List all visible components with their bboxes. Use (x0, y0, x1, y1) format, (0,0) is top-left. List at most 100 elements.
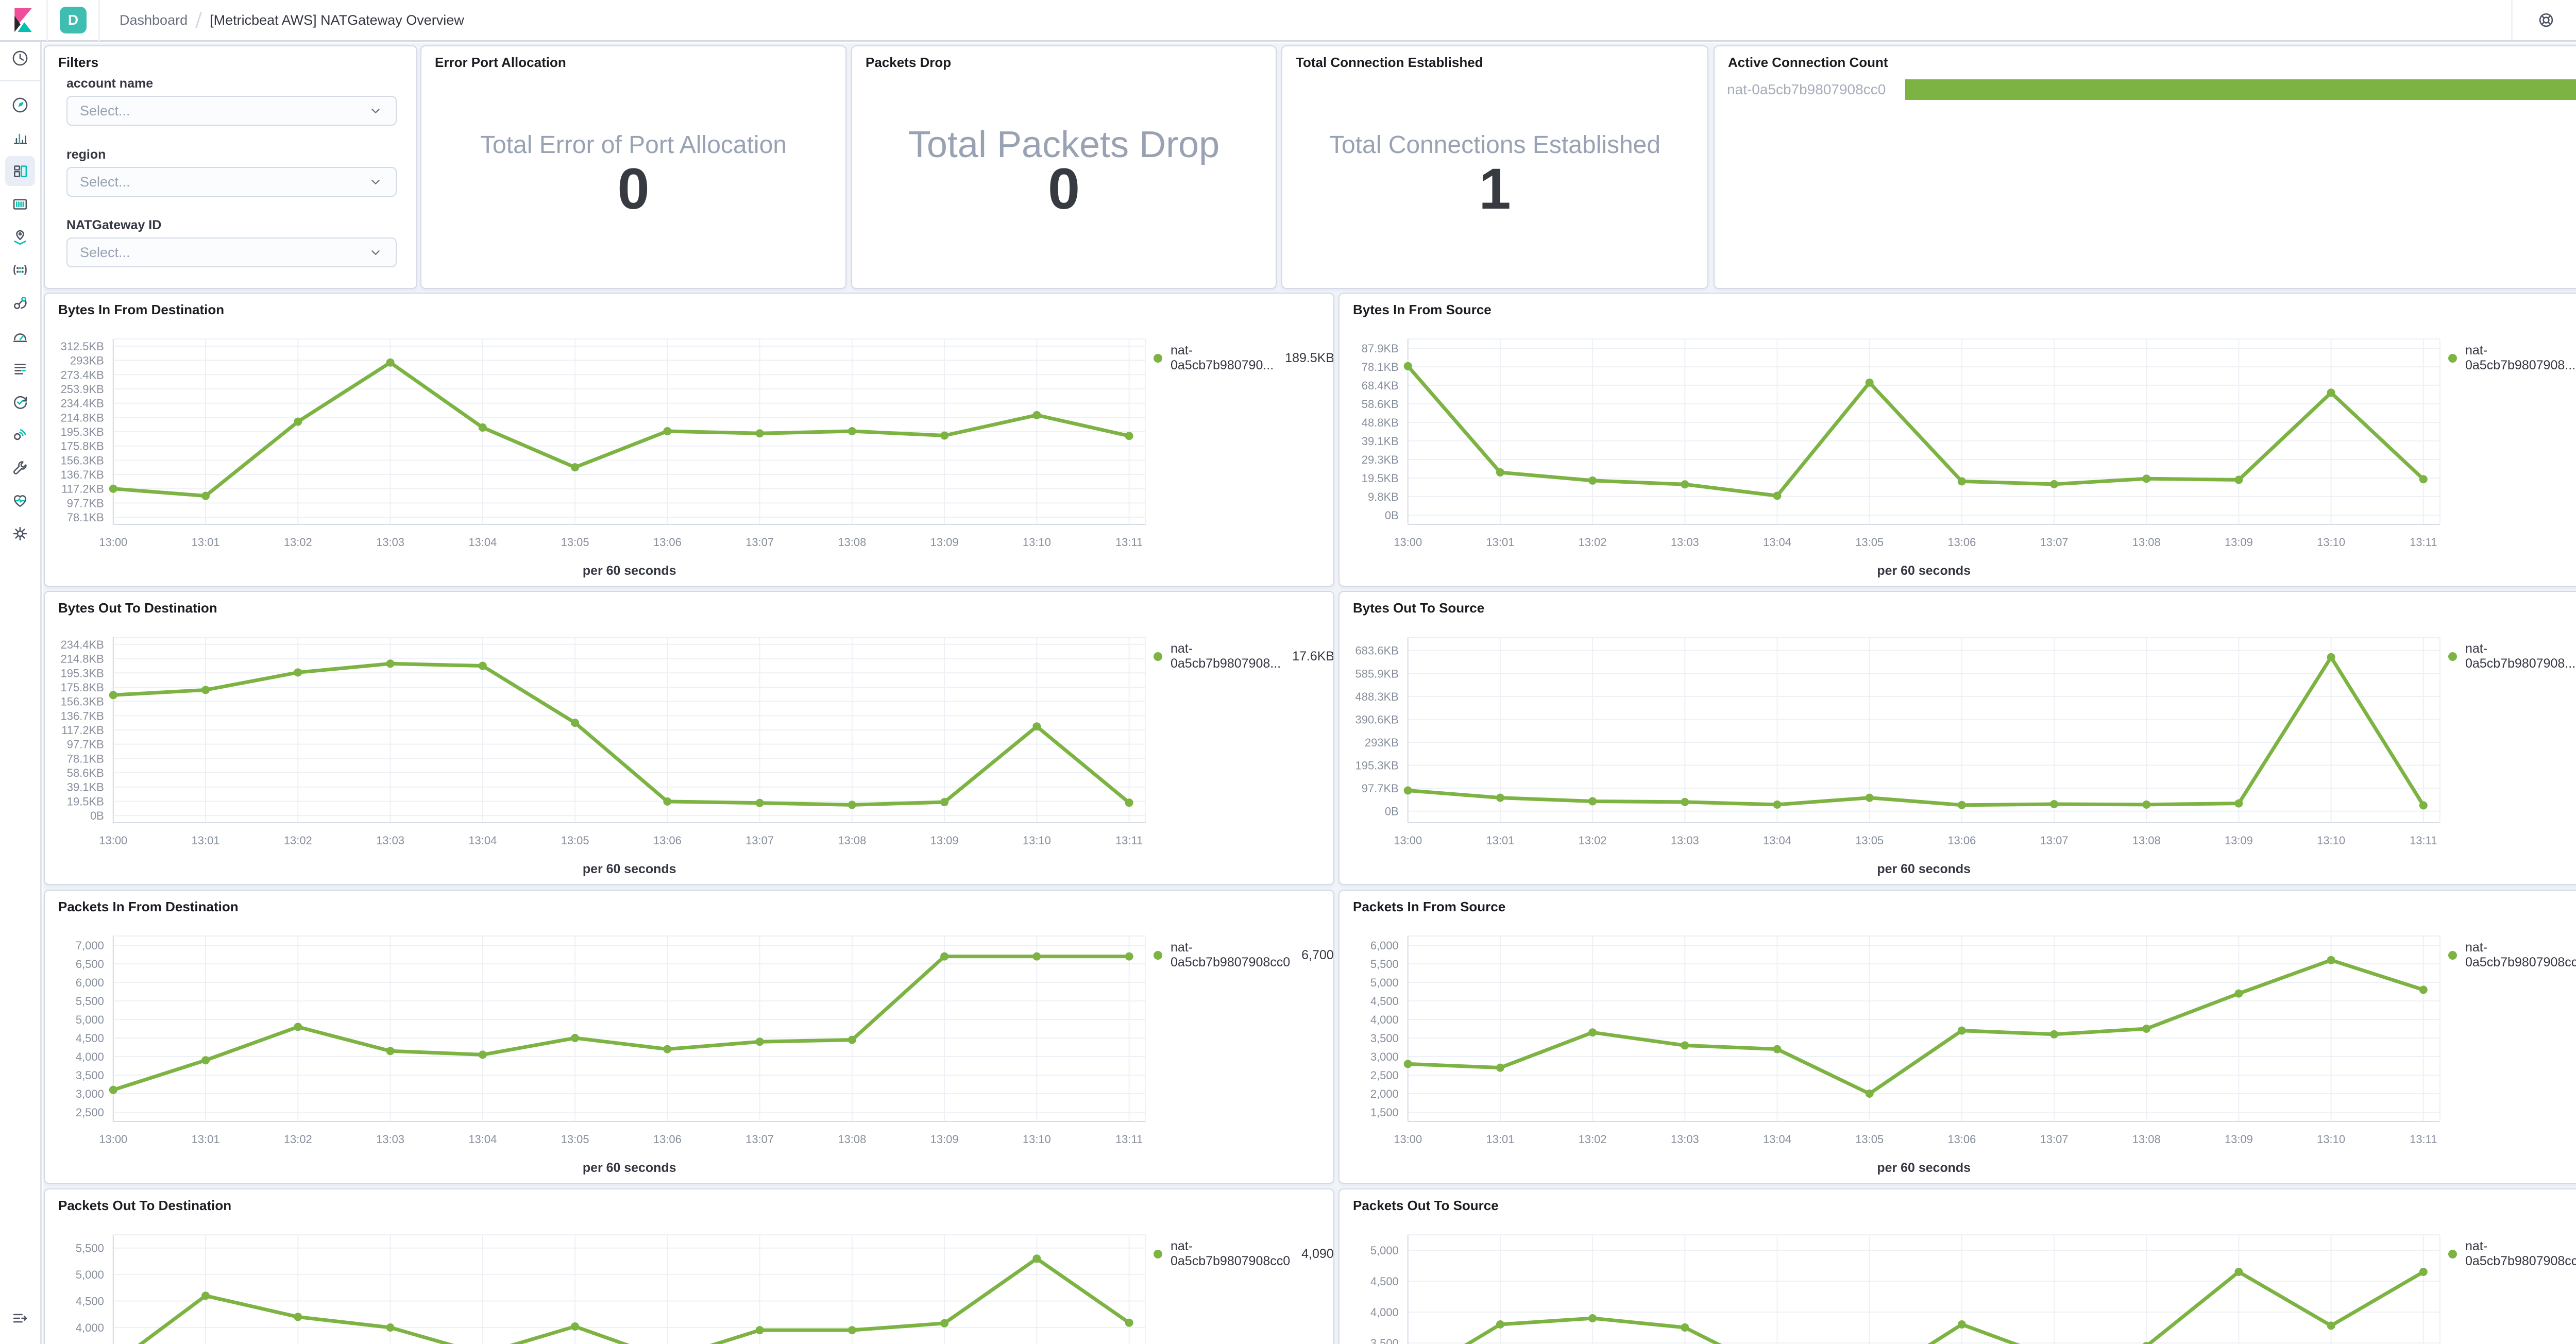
svg-text:13:01: 13:01 (192, 1133, 220, 1146)
legend-series-label: nat-0a5cb7b9807908cc0 (2465, 1239, 2576, 1268)
account-name-select[interactable]: Select... (66, 96, 397, 126)
svg-text:29.3KB: 29.3KB (1362, 453, 1399, 466)
legend-item[interactable]: nat-0a5cb7b9807908... 24.6KB (2448, 641, 2576, 671)
sidebar-item-visualize[interactable] (0, 122, 41, 155)
panel-title[interactable]: Active Connection Count (1728, 55, 1888, 70)
svg-text:13:01: 13:01 (1486, 536, 1514, 549)
svg-text:per 60 seconds: per 60 seconds (583, 862, 676, 876)
line-chart[interactable]: 13:0013:0113:0213:0313:0413:0513:0613:07… (45, 1189, 1333, 1344)
svg-text:97.7KB: 97.7KB (67, 497, 104, 509)
svg-text:13:08: 13:08 (2132, 1133, 2161, 1146)
svg-text:234.4KB: 234.4KB (61, 638, 104, 651)
bar-label: nat-0a5cb7b9807908cc0 (1727, 81, 1886, 97)
svg-text:5,000: 5,000 (76, 1268, 104, 1281)
svg-text:6,500: 6,500 (76, 958, 104, 971)
panel-title[interactable]: Packets Drop (866, 55, 952, 70)
svg-text:13:10: 13:10 (2317, 834, 2345, 847)
space-avatar[interactable]: D (60, 7, 87, 33)
panel-title[interactable]: Bytes In From Destination (58, 302, 225, 317)
sidebar-item-apm[interactable] (0, 418, 41, 451)
sidebar-item-recently-viewed[interactable] (0, 42, 41, 75)
svg-text:175.8KB: 175.8KB (61, 440, 104, 453)
sidebar-dock-button[interactable] (0, 1302, 41, 1335)
sidebar-item-maps[interactable] (0, 220, 41, 253)
legend-series-value: 17.6KB (1292, 649, 1334, 664)
help-icon[interactable] (2536, 10, 2556, 30)
select-placeholder: Select... (80, 174, 130, 190)
breadcrumb-current-page: [Metricbeat AWS] NATGateway Overview (210, 12, 464, 28)
svg-text:13:07: 13:07 (745, 834, 774, 847)
legend-item[interactable]: nat-0a5cb7b9807908cc0 6,700 (1154, 940, 1334, 970)
legend-series-dot (2448, 1249, 2457, 1258)
svg-text:13:08: 13:08 (2132, 834, 2161, 847)
svg-text:13:03: 13:03 (376, 834, 404, 847)
region-select[interactable]: Select... (66, 167, 397, 197)
svg-text:58.6KB: 58.6KB (67, 767, 104, 779)
legend-item[interactable]: nat-0a5cb7b9807908... 18.9KB (2448, 343, 2576, 373)
breadcrumb-separator (195, 11, 202, 29)
legend-item[interactable]: nat-0a5cb7b980790... 189.5KB (1154, 343, 1333, 373)
svg-text:13:01: 13:01 (1486, 834, 1514, 847)
kibana-logo[interactable] (0, 0, 46, 40)
panel-title[interactable]: Total Connection Established (1296, 55, 1483, 70)
sidebar-item-graph[interactable] (0, 286, 41, 319)
sidebar-item-discover[interactable] (0, 89, 41, 122)
panel-title[interactable]: Bytes In From Source (1353, 302, 1492, 317)
legend-series-label: nat-0a5cb7b9807908cc0 (1171, 940, 1291, 969)
space-menu[interactable]: D (48, 0, 98, 40)
panel-title[interactable]: Packets In From Source (1353, 899, 1506, 914)
chevron-down-icon (371, 180, 380, 184)
legend-item[interactable]: nat-0a5cb7b9807908cc0 4,650 (2448, 1239, 2576, 1269)
horizontal-bar[interactable] (1905, 79, 2576, 100)
sidebar-item-uptime[interactable] (0, 385, 41, 418)
sidebar-item-metrics[interactable] (0, 319, 41, 352)
svg-text:78.1KB: 78.1KB (67, 752, 104, 765)
svg-text:13:03: 13:03 (1671, 1133, 1699, 1146)
gear-icon (13, 526, 27, 541)
panel-title[interactable]: Packets In From Destination (58, 899, 239, 914)
panel-title[interactable]: Packets Out To Destination (58, 1198, 232, 1213)
svg-text:4,000: 4,000 (1370, 1013, 1399, 1026)
panel-title[interactable]: Bytes Out To Destination (58, 600, 217, 616)
legend-item[interactable]: nat-0a5cb7b9807908cc0 4,090 (1154, 1239, 1333, 1269)
sidebar-item-dashboard[interactable] (0, 155, 41, 188)
svg-text:13:06: 13:06 (1947, 834, 1976, 847)
svg-text:per 60 seconds: per 60 seconds (583, 564, 676, 578)
sidebar-item-management[interactable] (0, 517, 41, 550)
breadcrumb: Dashboard [Metricbeat AWS] NATGateway Ov… (120, 11, 464, 29)
panel-title[interactable]: Packets Out To Source (1353, 1198, 1499, 1213)
svg-text:per 60 seconds: per 60 seconds (1877, 862, 1971, 876)
legend-item[interactable]: nat-0a5cb7b9807908cc0 4,800 (2448, 940, 2576, 970)
svg-text:13:03: 13:03 (1671, 536, 1699, 549)
sidebar-item-canvas[interactable] (0, 188, 41, 220)
sidebar-item-logs[interactable] (0, 352, 41, 385)
svg-text:683.6KB: 683.6KB (1355, 644, 1399, 657)
breadcrumb-dashboard[interactable]: Dashboard (120, 12, 188, 28)
sidebar-item-stack-monitoring[interactable] (0, 484, 41, 517)
space-avatar-initial: D (67, 12, 79, 28)
legend-series-value: 6,700 (1301, 947, 1334, 962)
logs-icon (14, 364, 26, 375)
svg-text:5,500: 5,500 (1370, 958, 1399, 971)
panel-title[interactable]: Error Port Allocation (435, 55, 566, 70)
svg-text:13:00: 13:00 (1394, 834, 1422, 847)
panel-title[interactable]: Bytes Out To Source (1353, 600, 1485, 616)
svg-text:2,000: 2,000 (1370, 1087, 1399, 1100)
line-chart[interactable]: 13:0013:0113:0213:0313:0413:0513:0613:07… (1340, 1189, 2576, 1344)
sidebar-item-dev-tools[interactable] (0, 451, 41, 484)
svg-text:293KB: 293KB (70, 354, 104, 367)
legend-item[interactable]: nat-0a5cb7b9807908... 17.6KB (1154, 641, 1334, 671)
svg-text:13:05: 13:05 (561, 536, 589, 549)
natgateway-id-select[interactable]: Select... (66, 237, 397, 267)
sidebar-item-machine-learning[interactable] (0, 253, 41, 286)
select-placeholder: Select... (80, 244, 130, 260)
svg-text:13:08: 13:08 (2132, 536, 2161, 549)
svg-text:13:07: 13:07 (745, 1133, 774, 1146)
panel-title[interactable]: Filters (58, 55, 99, 70)
